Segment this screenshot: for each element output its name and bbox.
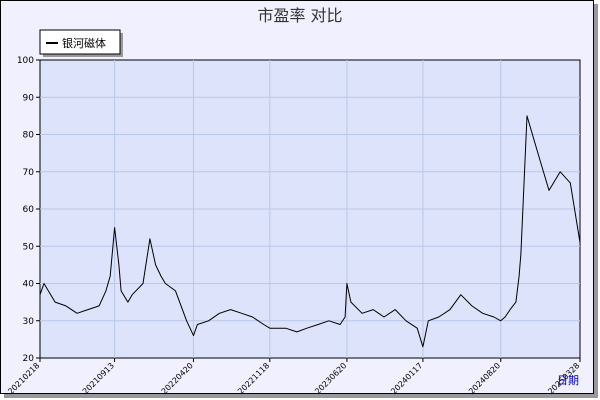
frame-shadow-right xyxy=(594,4,598,398)
x-axis-label: 日期 xyxy=(557,374,579,387)
y-tick-label: 60 xyxy=(23,205,35,215)
y-tick-label: 30 xyxy=(23,317,35,327)
y-tick-label: 50 xyxy=(23,242,35,252)
y-tick-label: 80 xyxy=(23,131,35,141)
frame-shadow-bottom xyxy=(4,394,598,398)
y-tick-label: 70 xyxy=(23,168,35,178)
legend-entry-label: 银河磁体 xyxy=(62,36,106,50)
y-tick-label: 20 xyxy=(23,354,35,364)
y-tick-label: 90 xyxy=(23,93,35,103)
chart-title: 市盈率 对比 xyxy=(257,6,342,25)
legend: 银河磁体 xyxy=(39,29,123,57)
y-tick-label: 100 xyxy=(17,56,34,66)
y-tick-label: 40 xyxy=(23,280,35,290)
y-axis-ticks: 20 30 40 50 60 70 80 90 100 xyxy=(17,56,40,364)
series-layer xyxy=(39,115,581,348)
series-line-0 xyxy=(39,115,581,348)
grid-lines xyxy=(40,60,580,358)
